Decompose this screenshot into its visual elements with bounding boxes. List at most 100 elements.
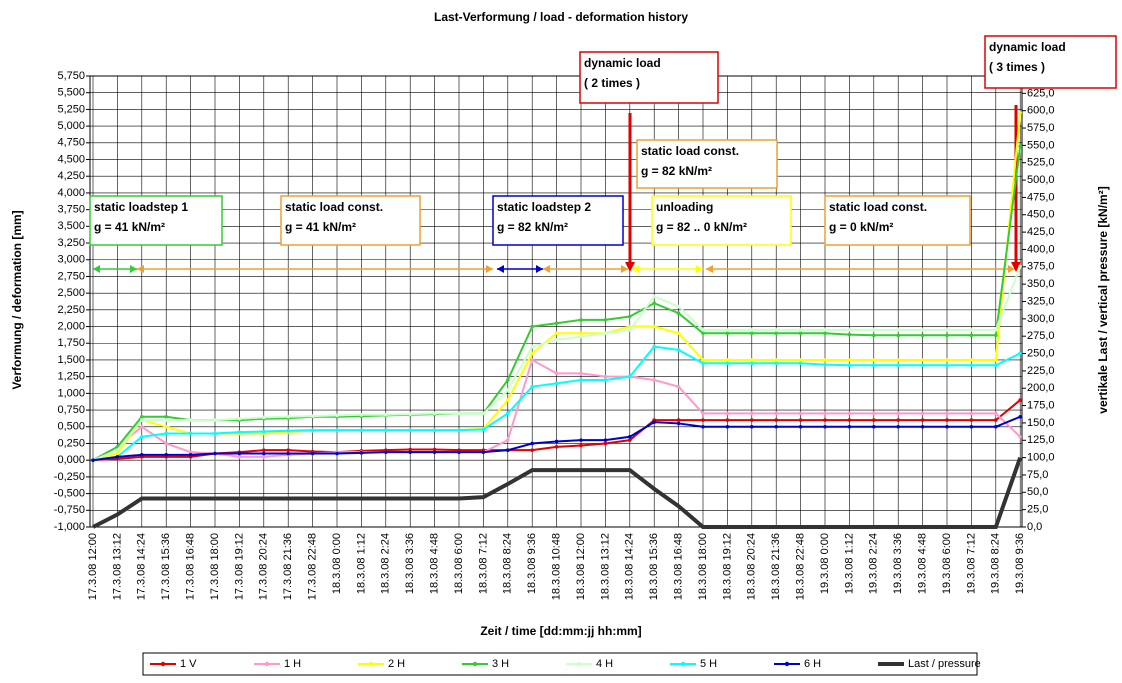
y-tick-label: 2,750 [57, 270, 85, 282]
data-point [164, 453, 168, 457]
y-tick-label: 1,250 [57, 371, 85, 383]
data-point [725, 361, 730, 366]
x-tick-label: 18.3.08 1:12 [355, 533, 367, 594]
legend-label: 1 V [180, 658, 197, 670]
data-point [676, 348, 681, 352]
data-point [847, 424, 852, 429]
y-axis-label: Verformung / deformation [mm] [10, 210, 24, 389]
data-point [701, 328, 705, 332]
data-point [579, 318, 583, 322]
annotation-text: g = 82 kN/m² [641, 164, 712, 178]
data-point [506, 438, 510, 442]
data-point [188, 453, 193, 457]
legend-label: 5 H [700, 658, 717, 670]
data-point [652, 294, 656, 299]
y2-tick-label: 525,0 [1027, 157, 1055, 169]
data-point [359, 451, 364, 455]
annotation-text: ( 3 times ) [989, 60, 1045, 74]
data-point [774, 328, 778, 332]
data-point [579, 438, 583, 442]
data-point [896, 363, 900, 368]
y-tick-label: 3,000 [57, 254, 85, 266]
data-point [457, 428, 461, 432]
data-point [872, 333, 876, 338]
x-tick-label: 19.3.08 6:00 [941, 533, 953, 594]
y2-tick-label: 125,0 [1027, 434, 1055, 446]
data-point [310, 451, 315, 456]
data-point [701, 331, 705, 336]
y-tick-label: 0,500 [57, 421, 85, 433]
data-point [994, 328, 998, 332]
annotation-text: g = 0 kN/m² [829, 220, 893, 234]
y-tick-label: 1,750 [57, 337, 85, 349]
data-point [530, 344, 534, 349]
annotation-box [280, 195, 421, 246]
data-point [554, 338, 559, 342]
data-point [408, 412, 413, 416]
data-point [872, 411, 876, 416]
data-point [823, 424, 827, 429]
data-point [310, 428, 315, 432]
data-point [945, 363, 949, 368]
data-point [579, 331, 583, 336]
data-point [1018, 398, 1022, 402]
data-point [896, 358, 900, 362]
y2-tick-label: 175,0 [1027, 399, 1055, 411]
arrow-head [706, 265, 713, 273]
data-point [676, 421, 681, 426]
y2-tick-label: 400,0 [1027, 243, 1055, 255]
y-tick-label: -0,500 [54, 487, 85, 499]
x-tick-label: 19.3.08 0:00 [819, 533, 831, 594]
series-line [92, 456, 1023, 529]
data-point [603, 318, 608, 322]
y-tick-label: 4,250 [57, 170, 85, 182]
data-point [140, 453, 144, 457]
y2-tick-label: 325,0 [1027, 295, 1055, 307]
annotation-text: ( 2 times ) [584, 76, 640, 90]
data-point [652, 324, 656, 329]
data-point [262, 415, 266, 420]
data-point [945, 418, 949, 422]
data-point [1018, 144, 1022, 148]
data-point [798, 331, 803, 336]
data-point [164, 414, 168, 419]
x-tick-label: 17.3.08 21:36 [282, 533, 294, 600]
y-tick-label: 2,000 [57, 320, 85, 332]
arrow-head [93, 265, 100, 273]
x-tick-label: 19.3.08 1:12 [843, 533, 855, 594]
data-point [750, 424, 754, 429]
x-tick-label: 19.3.08 9:36 [1014, 533, 1026, 594]
y2-tick-label: 625,0 [1027, 87, 1055, 99]
data-point [384, 428, 388, 432]
annotation-text: static loadstep 1 [94, 200, 188, 214]
y2-tick-label: 375,0 [1027, 261, 1055, 273]
data-point [823, 411, 827, 416]
data-point [481, 450, 486, 454]
y2-tick-label: 450,0 [1027, 209, 1055, 221]
data-point [823, 362, 827, 367]
data-point [725, 418, 730, 422]
x-tick-label: 18.3.08 9:36 [526, 533, 538, 594]
data-point [628, 314, 632, 319]
data-point [603, 378, 608, 382]
arrow-head [696, 265, 703, 273]
data-point [920, 328, 925, 332]
data-point [798, 361, 803, 366]
data-point [262, 429, 266, 434]
data-point [579, 371, 583, 376]
data-point [994, 411, 998, 416]
x-tick-label: 18.3.08 8:24 [502, 533, 514, 594]
data-point [213, 431, 217, 436]
data-point [1018, 435, 1022, 439]
y-tick-label: 5,250 [57, 103, 85, 115]
data-point [872, 363, 876, 368]
data-point [725, 358, 730, 362]
data-point [457, 411, 461, 416]
x-tick-label: 19.3.08 3:36 [892, 533, 904, 594]
data-point [359, 412, 364, 417]
legend-label: 1 H [284, 658, 301, 670]
data-point [920, 363, 925, 368]
x-tick-label: 18.3.08 15:36 [648, 533, 660, 600]
data-point [969, 424, 974, 429]
data-point [945, 411, 949, 416]
